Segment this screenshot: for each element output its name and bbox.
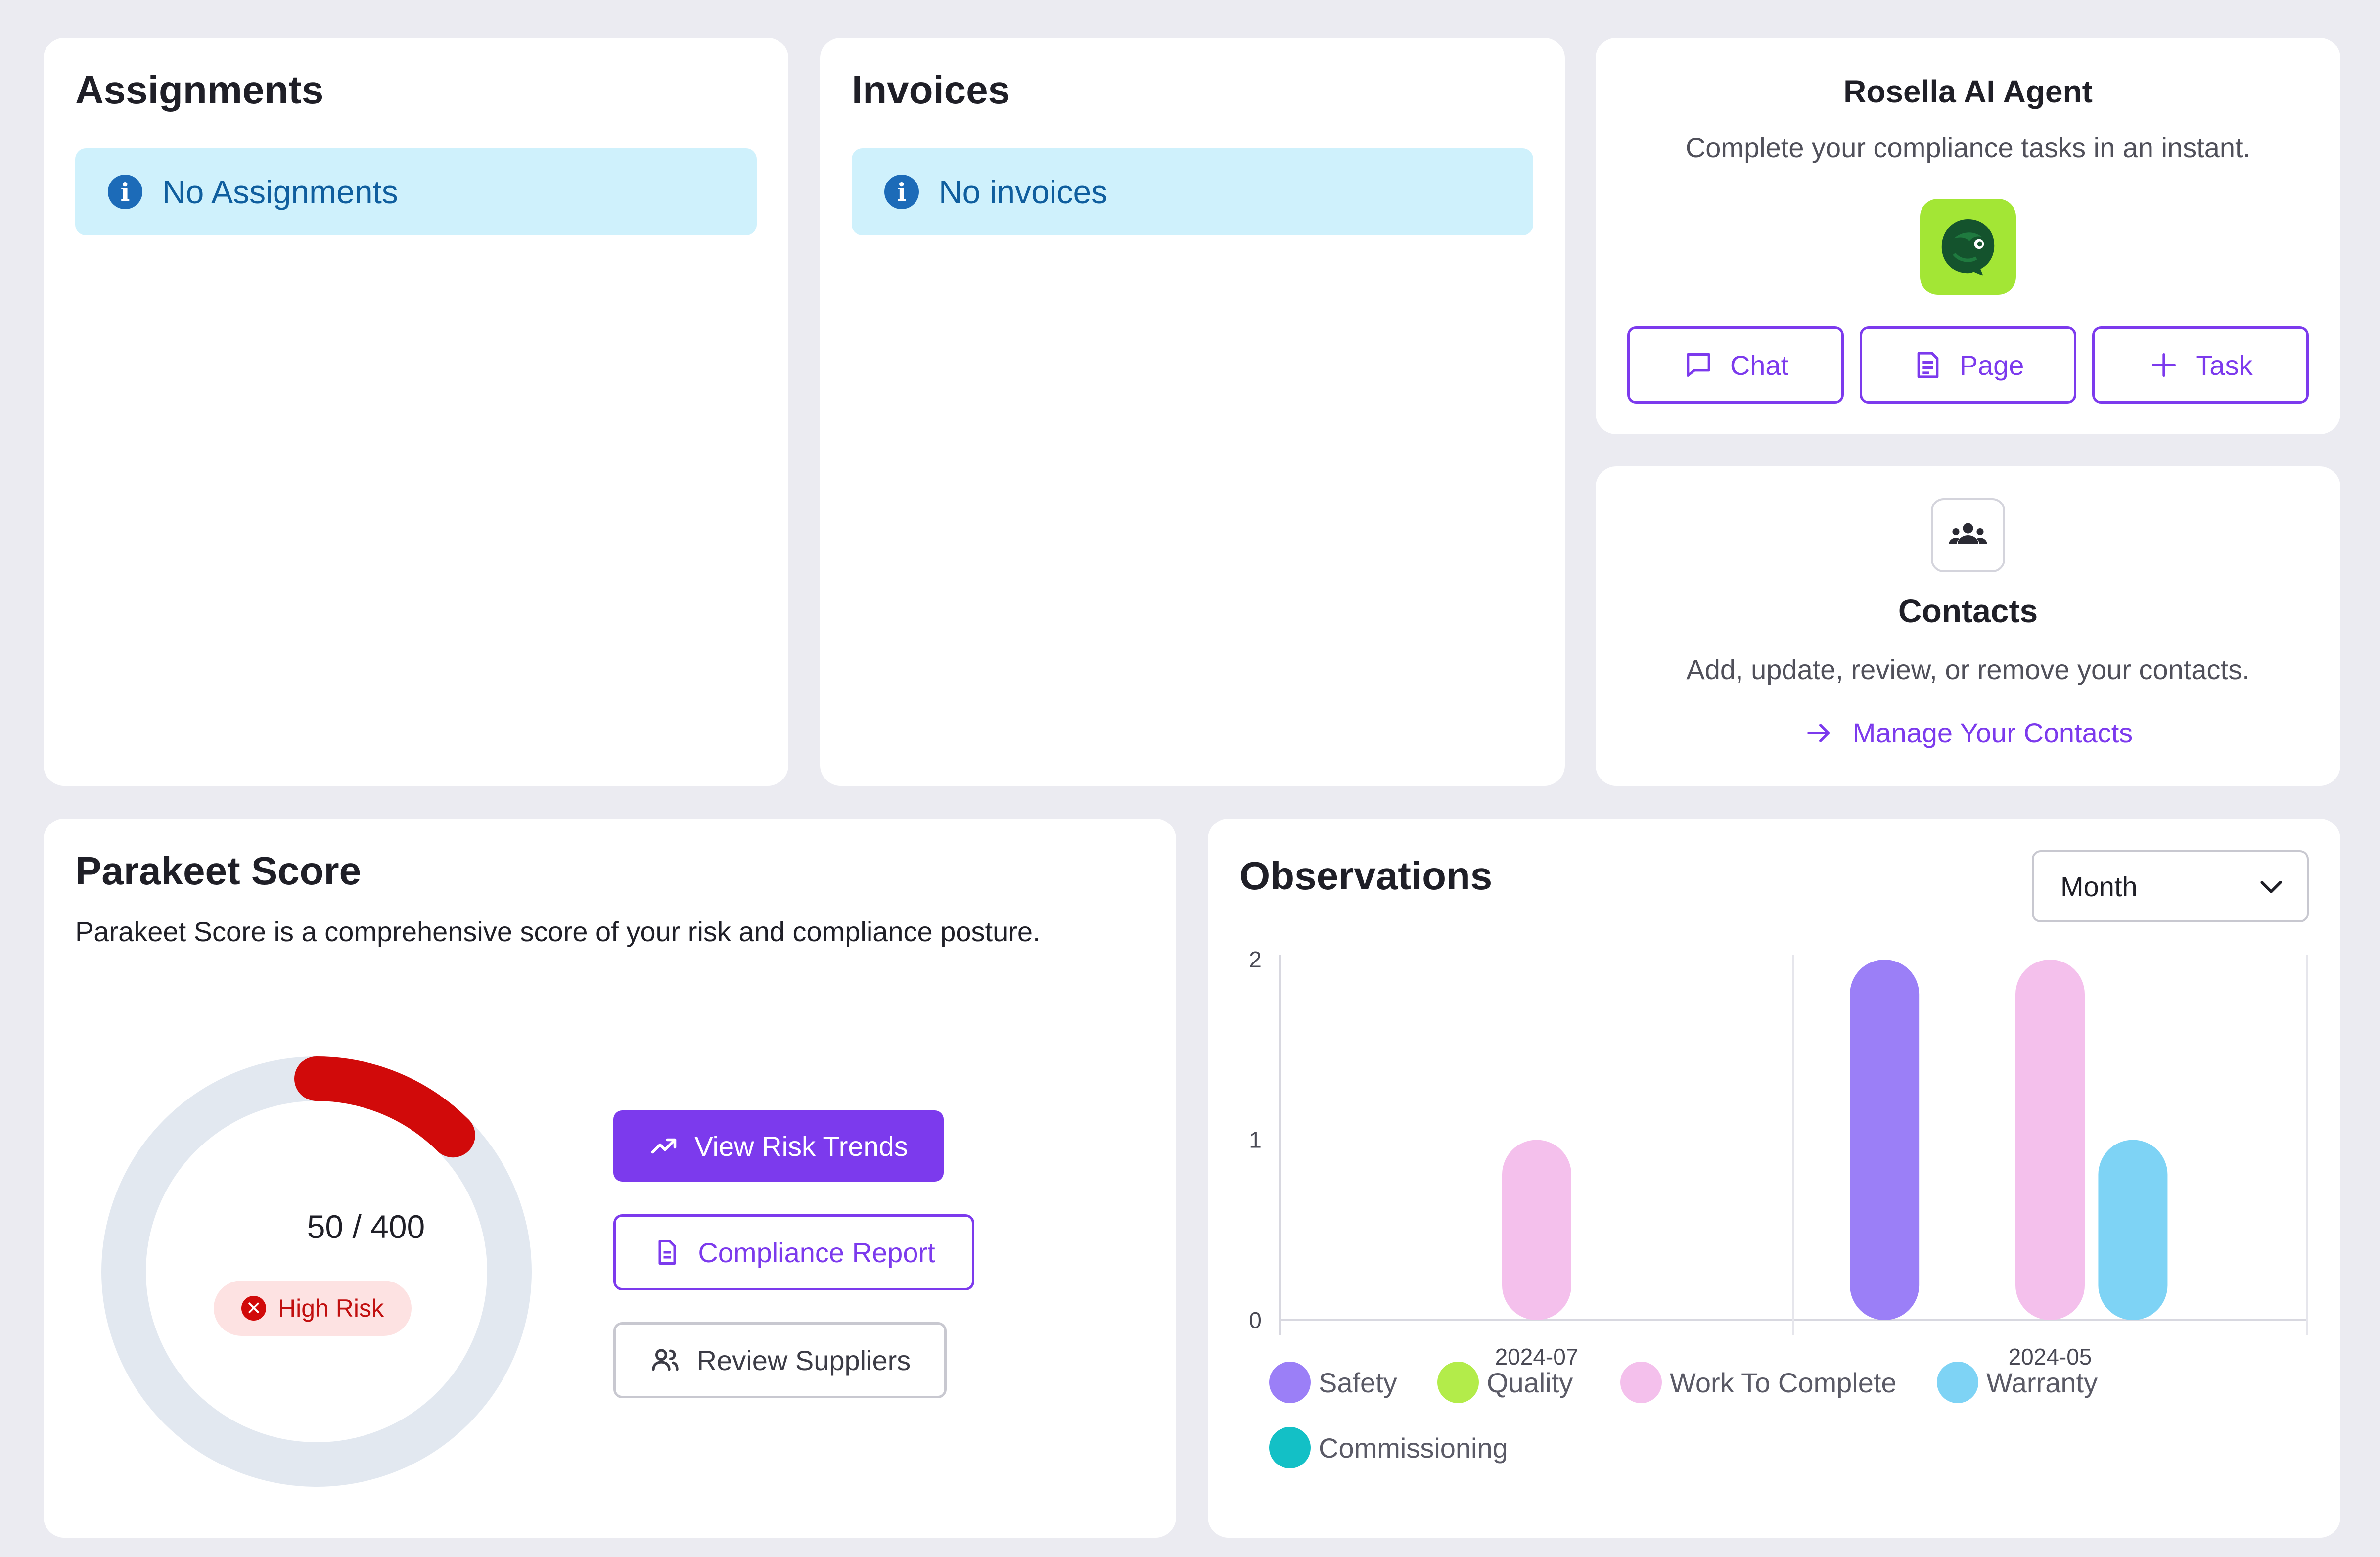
y-tick-label: 1 (1249, 1127, 1262, 1153)
observations-title: Observations (1239, 854, 1493, 898)
review-suppliers-label: Review Suppliers (696, 1344, 911, 1376)
assignments-card: Assignments i No Assignments (44, 38, 788, 786)
risk-badge: ✕ High Risk (214, 1281, 412, 1336)
legend-swatch (1437, 1362, 1479, 1403)
legend-item-commissioning[interactable]: Commissioning (1269, 1427, 1508, 1468)
bar-warranty[interactable] (2098, 1140, 2168, 1321)
invoices-empty-text: No invoices (939, 174, 1108, 210)
period-select[interactable]: Month (2032, 850, 2309, 922)
task-button-label: Task (2196, 349, 2253, 381)
observations-chart: 0 1 2 2024-07 2024-05 (1249, 947, 2308, 1370)
legend-swatch (1937, 1362, 1978, 1403)
contacts-subtitle: Add, update, review, or remove your cont… (1686, 654, 2250, 685)
users-icon (652, 1349, 679, 1371)
parakeet-score-title: Parakeet Score (75, 849, 362, 893)
parakeet-logo-icon (1920, 199, 2016, 295)
ai-agent-card: Rosella AI Agent Complete your complianc… (1596, 38, 2340, 434)
observations-card: Observations Month 0 1 2 2024-07 2024-05 Saf… (1208, 819, 2340, 1538)
chat-button-label: Chat (1730, 349, 1789, 381)
invoices-card: Invoices i No invoices (820, 38, 1565, 786)
document-icon (658, 1240, 676, 1265)
y-tick-label: 2 (1249, 947, 1262, 972)
risk-badge-label: High Risk (278, 1294, 384, 1322)
legend-label: Warranty (1986, 1367, 2098, 1398)
assignments-empty-text: No Assignments (162, 174, 398, 210)
contacts-title: Contacts (1898, 593, 2038, 629)
trending-up-icon (651, 1138, 677, 1154)
parakeet-score-description: Parakeet Score is a comprehensive score … (75, 916, 1041, 947)
page-button-label: Page (1959, 349, 2024, 381)
assignments-title: Assignments (75, 68, 324, 112)
view-risk-trends-label: View Risk Trends (694, 1130, 908, 1162)
page-icon (1917, 352, 1938, 378)
y-tick-label: 0 (1249, 1307, 1262, 1333)
review-suppliers-button[interactable]: Review Suppliers (613, 1322, 947, 1398)
contacts-icon (1931, 498, 2005, 572)
page-button[interactable]: Page (1860, 326, 2076, 404)
legend-item-quality[interactable]: Quality (1437, 1362, 1573, 1403)
legend-item-warranty[interactable]: Warranty (1937, 1362, 2098, 1403)
legend-label: Work To Complete (1670, 1367, 1897, 1398)
compliance-report-button[interactable]: Compliance Report (613, 1214, 974, 1290)
manage-contacts-label: Manage Your Contacts (1852, 717, 2133, 748)
chat-button[interactable]: Chat (1627, 326, 1844, 404)
compliance-report-label: Compliance Report (698, 1236, 935, 1268)
legend-label: Commissioning (1319, 1432, 1508, 1464)
error-x-icon: ✕ (241, 1296, 267, 1321)
x-tick-label: 2024-07 (1495, 1344, 1579, 1370)
invoices-title: Invoices (852, 68, 1010, 112)
parakeet-score-card: Parakeet Score Parakeet Score is a compr… (44, 819, 1176, 1538)
contacts-card: Contacts Add, update, review, or remove … (1596, 466, 2340, 786)
bar-safety[interactable] (1850, 960, 1920, 1320)
view-risk-trends-button[interactable]: View Risk Trends (613, 1110, 944, 1182)
score-value: 50 / 400 (307, 1208, 425, 1245)
ai-agent-title: Rosella AI Agent (1843, 74, 2093, 109)
info-icon: i (108, 175, 142, 209)
chevron-down-icon (2260, 881, 2282, 893)
score-gauge-arc (294, 1056, 475, 1158)
x-tick-label: 2024-05 (2009, 1344, 2092, 1370)
legend-label: Quality (1487, 1367, 1573, 1398)
legend-swatch (1269, 1427, 1311, 1468)
legend-item-safety[interactable]: Safety (1269, 1362, 1397, 1403)
bar-work-to-complete[interactable] (1502, 1140, 1571, 1321)
legend-swatch (1620, 1362, 1662, 1403)
period-select-value: Month (2060, 870, 2138, 902)
task-button[interactable]: Task (2092, 326, 2309, 404)
invoices-empty-alert: i No invoices (852, 148, 1533, 235)
ai-agent-subtitle: Complete your compliance tasks in an ins… (1685, 132, 2251, 163)
arrow-right-icon (1807, 723, 1830, 742)
bar-work-to-complete[interactable] (2015, 960, 2085, 1320)
legend-item-work-to-complete[interactable]: Work To Complete (1620, 1362, 1897, 1403)
plus-icon (2152, 353, 2176, 377)
assignments-empty-alert: i No Assignments (75, 148, 757, 235)
info-icon: i (884, 175, 919, 209)
legend-label: Safety (1319, 1367, 1397, 1398)
legend-swatch (1269, 1362, 1311, 1403)
score-gauge (101, 1056, 532, 1487)
manage-contacts-link[interactable]: Manage Your Contacts (1596, 717, 2340, 749)
chat-icon (1686, 353, 1710, 377)
